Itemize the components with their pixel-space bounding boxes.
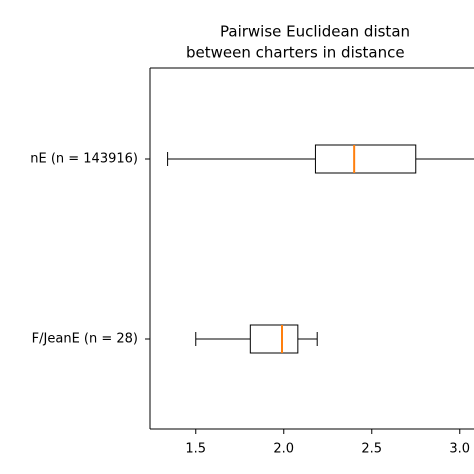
x-tick-label: 2.5 — [361, 442, 382, 457]
box — [314, 144, 417, 174]
x-tick-label: 1.5 — [185, 442, 206, 457]
chart-title: between charters in distance — [186, 44, 405, 62]
x-tick-label: 2.0 — [273, 442, 294, 457]
x-tick-label: 3.0 — [449, 442, 470, 457]
y-tick-label: F/JeanE (n = 28) — [32, 332, 138, 347]
chart-title: Pairwise Euclidean distan — [220, 23, 410, 41]
box — [249, 324, 299, 354]
y-tick-label: nE (n = 143916) — [30, 152, 138, 167]
